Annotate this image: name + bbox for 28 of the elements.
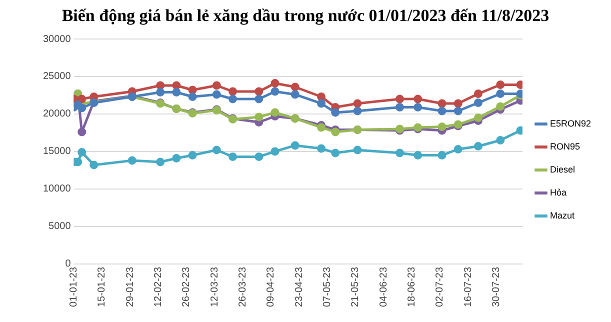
x-tick-label: 26-02-23 [181, 266, 192, 307]
x-tick-label: 18-06-23 [406, 266, 418, 307]
x-tick-label: 23-04-23 [294, 266, 305, 307]
x-tick-label: 15-01-23 [96, 266, 108, 307]
x-tick-label: 16-07-23 [462, 266, 474, 307]
legend-label: Hỏa [550, 187, 566, 198]
y-tick-label: 20000 [42, 108, 72, 120]
legend-label: Diesel [550, 164, 575, 174]
legend-label: E5RON92 [550, 118, 592, 128]
x-tick-label: 04-06-23 [378, 266, 390, 307]
chart-title: Biến động giá bán lẻ xăng dầu trong nước 01/01/2023 đến 11/8/2023 [60, 6, 550, 27]
x-tick-label: 07-05-23 [322, 266, 334, 307]
x-tick-label: 29-01-23 [124, 266, 136, 307]
legend-label: RON95 [550, 141, 580, 152]
y-tick-label: 25000 [42, 71, 72, 82]
x-tick-label: 09-04-23 [266, 266, 277, 307]
legend-label: Mazut [550, 210, 575, 220]
y-tick-label: 15000 [42, 146, 72, 158]
x-tick-label: 21-05-23 [350, 266, 362, 307]
y-tick-label: 5000 [48, 221, 72, 232]
y-tick-label: 10000 [42, 184, 72, 195]
x-tick-label: 26-03-23 [238, 266, 249, 307]
y-tick-label: 30000 [42, 34, 72, 45]
x-tick-label: 30-07-23 [491, 266, 502, 307]
x-tick-label: 01-01-23 [68, 266, 80, 307]
x-tick-label: 12-03-23 [209, 266, 220, 307]
x-tick-label: 12-02-23 [153, 266, 164, 307]
x-tick-label: 02-07-23 [434, 266, 446, 307]
